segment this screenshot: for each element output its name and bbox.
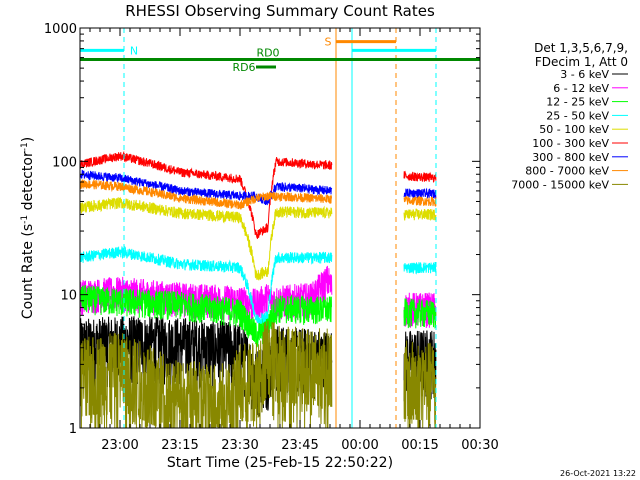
series-line <box>79 285 437 348</box>
series-line <box>79 245 437 324</box>
legend: Det 1,3,5,6,7,9, FDecim 1, Att 0 3 - 6 k… <box>511 41 628 191</box>
timestamp: 26-Oct-2021 13:22 <box>560 469 636 478</box>
series-layer <box>79 150 437 429</box>
legend-entry-label: 100 - 300 keV <box>532 137 609 150</box>
x-tick-label: 23:15 <box>161 438 198 453</box>
annotation-label: S <box>325 36 332 49</box>
y-tick-label: 10 <box>60 289 77 304</box>
x-tick-label: 00:00 <box>341 438 378 453</box>
x-tick-label: 00:30 <box>461 438 498 453</box>
y-axis-label-main: Count Rate (s <box>20 224 36 319</box>
legend-title-line-2: FDecim 1, Att 0 <box>535 55 628 69</box>
y-axis-ticks: 1 10 100 1000 <box>44 22 480 437</box>
y-tick-label: 1 <box>69 422 77 437</box>
series-line <box>79 179 437 210</box>
legend-entry-label: 6 - 12 keV <box>553 82 609 95</box>
legend-title-line-1: Det 1,3,5,6,7,9, <box>534 41 628 55</box>
y-tick-label: 100 <box>52 155 77 170</box>
legend-entry-label: 12 - 25 keV <box>546 96 609 109</box>
legend-entry-label: 300 - 800 keV <box>532 151 609 164</box>
legend-entry-label: 7000 - 15000 keV <box>511 178 609 191</box>
y-axis-label-sup-2: -1 <box>20 142 30 151</box>
x-tick-label: 23:00 <box>101 438 138 453</box>
x-tick-label: 00:15 <box>401 438 438 453</box>
annotation-label: RD6 <box>232 61 255 74</box>
y-axis-label-mid: detector <box>20 151 36 215</box>
chart-title: RHESSI Observing Summary Count Rates <box>125 2 435 20</box>
x-tick-label: 23:45 <box>281 438 318 453</box>
y-axis-label-end: ) <box>20 137 36 142</box>
y-axis-label: Count Rate (s-1 detector-1) <box>20 137 36 319</box>
legend-entry-label: 800 - 7000 keV <box>525 165 609 178</box>
legend-entry-label: 50 - 100 keV <box>539 123 609 136</box>
y-tick-label: 1000 <box>44 22 77 37</box>
legend-entry-label: 25 - 50 keV <box>546 109 609 122</box>
x-axis-ticks: 23:00 23:15 23:30 23:45 00:00 00:15 00:30 <box>79 28 499 453</box>
annotation-label: RD0 <box>256 47 279 60</box>
x-tick-label: 23:30 <box>221 438 258 453</box>
series-line <box>79 320 437 429</box>
series-line <box>79 169 437 206</box>
x-axis-label: Start Time (25-Feb-15 22:50:22) <box>167 455 393 471</box>
y-axis-label-sup-1: -1 <box>20 215 30 224</box>
series-line <box>79 150 437 239</box>
annotation-label: N <box>130 44 138 57</box>
series-line <box>79 197 437 281</box>
legend-entry-label: 3 - 6 keV <box>560 68 609 81</box>
